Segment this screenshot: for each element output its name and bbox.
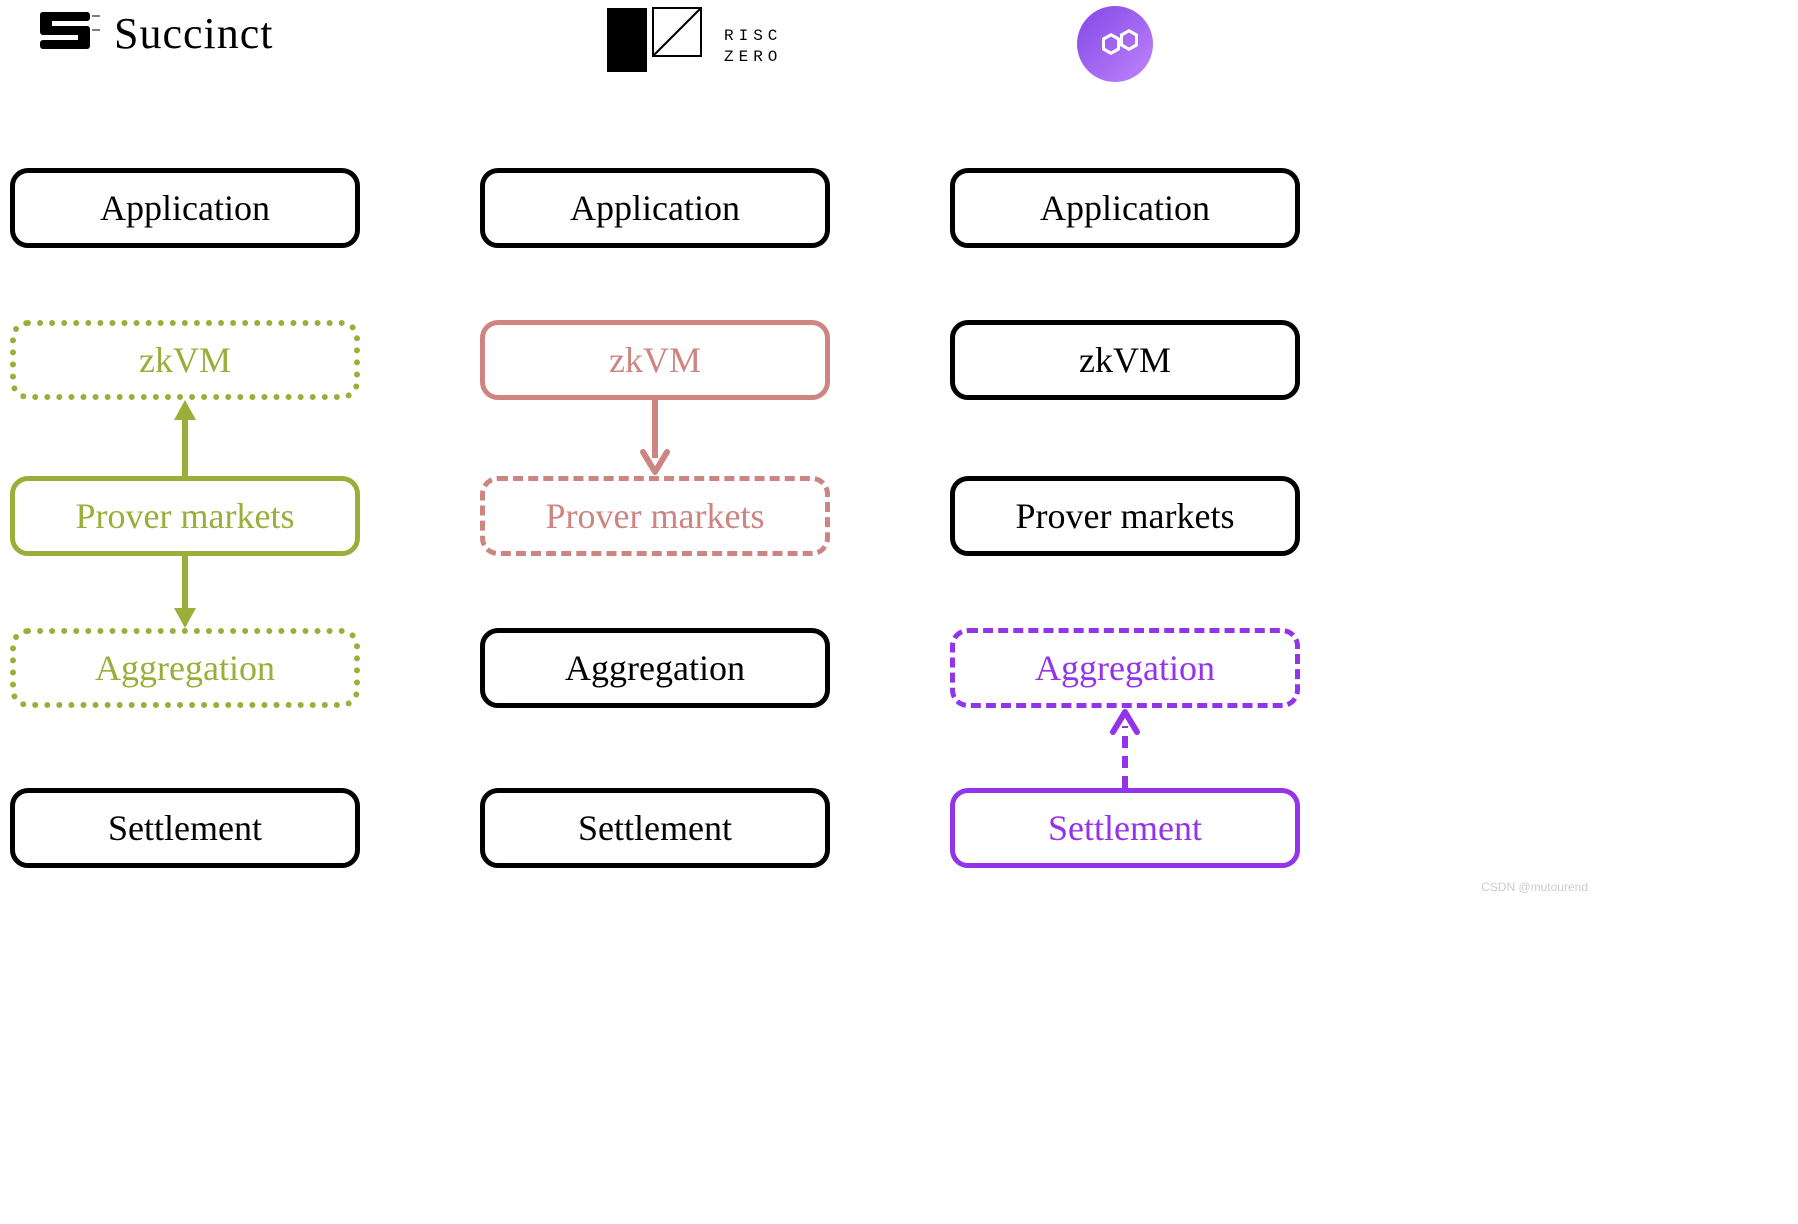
- box-label: zkVM: [609, 339, 701, 381]
- box-label: Application: [100, 187, 270, 229]
- box-label: zkVM: [1079, 339, 1171, 381]
- watermark: CSDN @mutourend: [1481, 880, 1588, 894]
- succinct-settlement-box: Settlement: [10, 788, 360, 868]
- succinct-prover-markets-box: Prover markets: [10, 476, 360, 556]
- succinct-icon: [30, 4, 100, 63]
- succinct-arrow-up: [170, 400, 200, 476]
- succinct-arrow-down: [170, 556, 200, 628]
- polygon-arrow-up: [1110, 708, 1140, 788]
- succinct-logo-area: Succinct: [30, 4, 274, 63]
- succinct-application-box: Application: [10, 168, 360, 248]
- risczero-application-box: Application: [480, 168, 830, 248]
- polygon-aggregation-box: Aggregation: [950, 628, 1300, 708]
- risczero-aggregation-box: Aggregation: [480, 628, 830, 708]
- risczero-logo-area: RISCZERO: [605, 4, 782, 89]
- polygon-zkvm-box: zkVM: [950, 320, 1300, 400]
- polygon-logo-area: [1075, 4, 1155, 89]
- box-label: Aggregation: [1035, 647, 1215, 689]
- box-label: Settlement: [108, 807, 262, 849]
- risczero-zkvm-box: zkVM: [480, 320, 830, 400]
- polygon-settlement-box: Settlement: [950, 788, 1300, 868]
- polygon-application-box: Application: [950, 168, 1300, 248]
- zk-stack-comparison-diagram: Succinct Application zkVM Prover markets…: [0, 0, 1798, 1224]
- box-label: Prover markets: [546, 495, 765, 537]
- risczero-icon: [605, 4, 710, 89]
- succinct-aggregation-box: Aggregation: [10, 628, 360, 708]
- box-label: zkVM: [139, 339, 231, 381]
- box-label: Application: [1040, 187, 1210, 229]
- risczero-settlement-box: Settlement: [480, 788, 830, 868]
- box-label: Prover markets: [76, 495, 295, 537]
- box-label: Prover markets: [1016, 495, 1235, 537]
- polygon-icon: [1075, 4, 1155, 89]
- box-label: Settlement: [578, 807, 732, 849]
- risczero-prover-markets-box: Prover markets: [480, 476, 830, 556]
- box-label: Settlement: [1048, 807, 1202, 849]
- box-label: Aggregation: [95, 647, 275, 689]
- risczero-arrow-down: [640, 400, 670, 476]
- box-label: Aggregation: [565, 647, 745, 689]
- succinct-wordmark: Succinct: [114, 8, 274, 59]
- box-label: Application: [570, 187, 740, 229]
- risczero-wordmark: RISCZERO: [724, 26, 782, 68]
- succinct-zkvm-box: zkVM: [10, 320, 360, 400]
- polygon-prover-markets-box: Prover markets: [950, 476, 1300, 556]
